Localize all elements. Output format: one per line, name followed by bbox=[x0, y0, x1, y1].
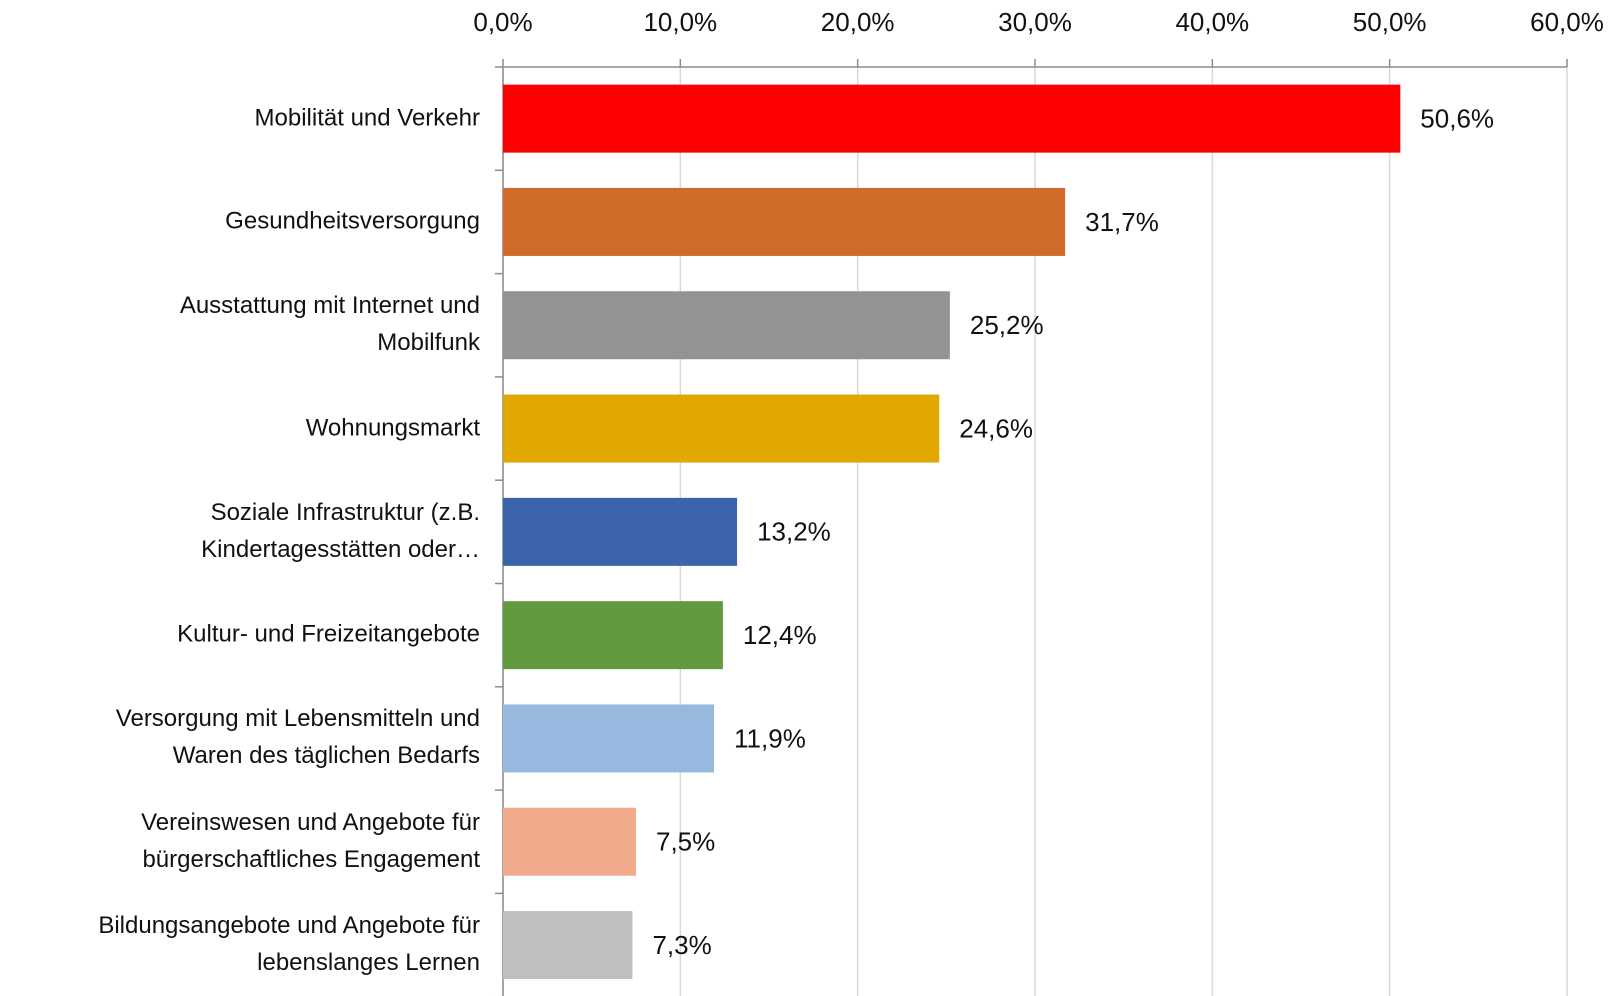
data-label: 7,5% bbox=[656, 827, 715, 857]
bar bbox=[503, 84, 1401, 153]
y-tick-label: Gesundheitsversorgung bbox=[225, 207, 480, 235]
bar bbox=[503, 394, 940, 463]
bar bbox=[503, 291, 950, 360]
bar bbox=[503, 911, 633, 980]
bar bbox=[503, 807, 636, 876]
x-tick-label: 50,0% bbox=[1353, 7, 1427, 37]
y-tick-label: Ausstattung mit Internet und Mobilfunk bbox=[179, 292, 480, 357]
data-label: 24,6% bbox=[959, 413, 1033, 443]
bar bbox=[503, 187, 1066, 256]
y-tick-label: Soziale Infrastruktur (z.B. Kindertagess… bbox=[201, 498, 480, 563]
x-tick-label: 60,0% bbox=[1530, 7, 1604, 37]
x-tick-label: 0,0% bbox=[473, 7, 532, 37]
y-tick-label: Kultur- und Freizeitangebote bbox=[177, 620, 480, 648]
y-tick-label: Vereinswesen und Angebote für bürgerscha… bbox=[141, 808, 480, 873]
x-tick-label: 20,0% bbox=[821, 7, 895, 37]
bar bbox=[503, 497, 738, 566]
data-label: 7,3% bbox=[652, 930, 711, 960]
data-label: 25,2% bbox=[970, 310, 1044, 340]
y-tick-label: Wohnungsmarkt bbox=[305, 414, 480, 442]
data-label: 50,6% bbox=[1420, 104, 1494, 134]
data-label: 11,9% bbox=[734, 723, 806, 753]
data-label: 13,2% bbox=[757, 517, 831, 547]
x-tick-label: 10,0% bbox=[643, 7, 717, 37]
y-tick-label: Versorgung mit Lebensmitteln und Waren d… bbox=[115, 705, 480, 770]
data-label: 31,7% bbox=[1085, 207, 1159, 237]
data-label: 12,4% bbox=[743, 620, 817, 650]
bar bbox=[503, 601, 723, 670]
x-tick-label: 40,0% bbox=[1175, 7, 1249, 37]
y-tick-label: Mobilität und Verkehr bbox=[254, 104, 480, 132]
bar bbox=[503, 704, 715, 773]
x-tick-label: 30,0% bbox=[998, 7, 1072, 37]
y-tick-label: Bildungsangebote und Angebote für lebens… bbox=[98, 912, 480, 977]
